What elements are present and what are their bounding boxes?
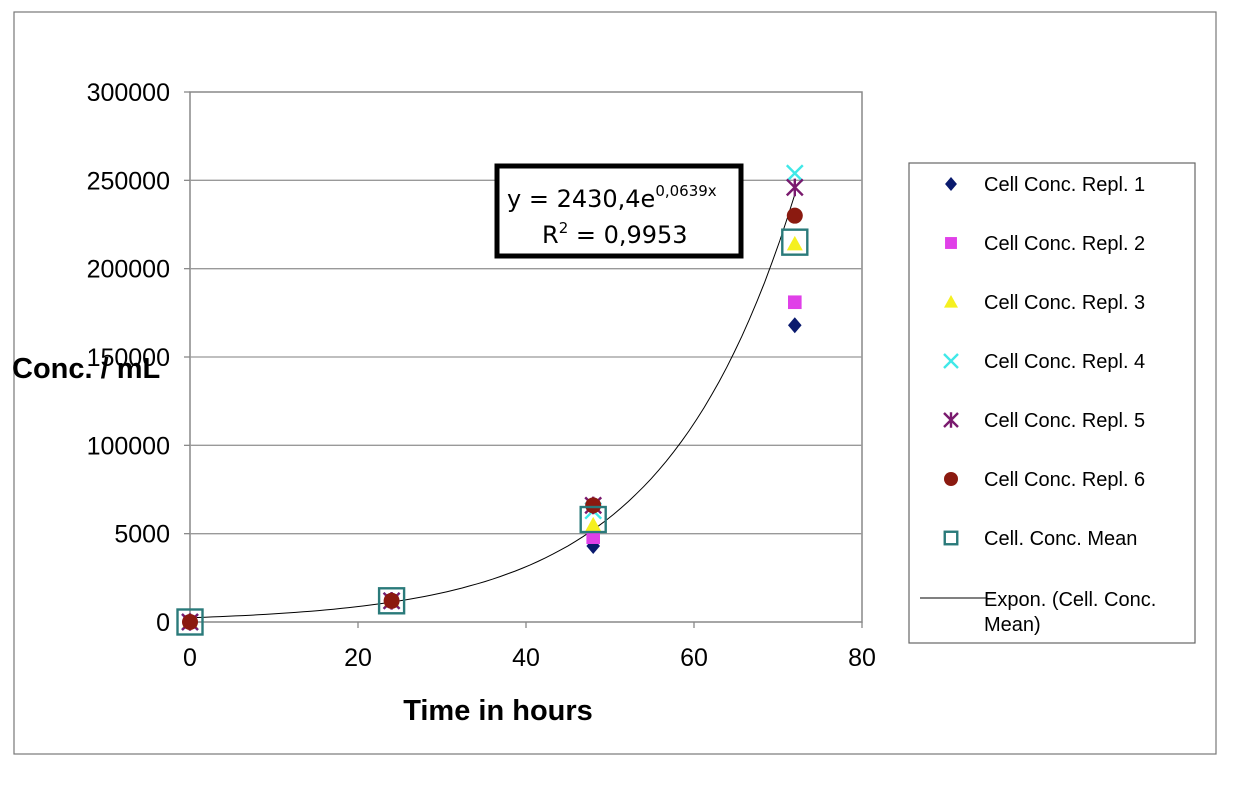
triangle-marker <box>786 235 803 251</box>
x-marker <box>943 353 959 369</box>
x-tick-label: 20 <box>344 644 372 672</box>
data-point-series-5 <box>785 178 804 197</box>
star-marker <box>785 178 804 197</box>
y-axis-ticks: 0 5000 100000 150000 200000 250000 300000 <box>87 79 190 637</box>
circle-marker <box>944 472 958 486</box>
legend-label-series-1: Cell Conc. Repl. 1 <box>984 174 1145 196</box>
data-points <box>176 164 809 636</box>
data-point-series-6 <box>585 497 602 514</box>
legend-label-series-4: Cell Conc. Repl. 4 <box>984 351 1145 373</box>
circle-marker <box>383 592 400 609</box>
data-point-series-6 <box>786 207 803 224</box>
y-tick-label: 150000 <box>87 344 170 372</box>
legend-label-series-5: Cell Conc. Repl. 5 <box>984 410 1145 432</box>
legend-marker-series-6 <box>944 472 958 486</box>
legend-marker-series-7 <box>943 530 959 546</box>
circle-marker <box>585 497 602 514</box>
equation-text: y = 2430,4e0,0639x <box>507 182 717 213</box>
open-square-marker <box>176 608 204 636</box>
data-point-series-7 <box>176 608 204 636</box>
r-squared-value: = 0,9953 <box>568 221 687 249</box>
open-square-marker <box>943 530 959 546</box>
legend-label-series-3: Cell Conc. Repl. 3 <box>984 292 1145 314</box>
data-point-series-3 <box>585 516 602 532</box>
x-axis-title: Time in hours <box>403 695 593 727</box>
equation-box: y = 2430,4e0,0639x R2 = 0,9953 <box>494 163 744 259</box>
data-point-series-7 <box>579 505 607 534</box>
legend-label-trendline-line1: Expon. (Cell. Conc. <box>984 589 1156 611</box>
y-tick-label: 300000 <box>87 79 170 107</box>
diamond-marker <box>945 177 957 191</box>
legend-label-series-2: Cell Conc. Repl. 2 <box>984 233 1145 255</box>
y-tick-label: 200000 <box>87 256 170 284</box>
x-axis-ticks: 0 20 40 60 80 <box>183 622 876 672</box>
star-marker <box>943 412 959 428</box>
x-marker <box>785 164 804 183</box>
legend: Cell Conc. Repl. 1 Cell Conc. Repl. 2 Cell… <box>908 162 1196 644</box>
y-tick-label: 100000 <box>87 432 170 460</box>
legend-marker-series-3 <box>944 295 958 308</box>
r-squared-exponent: 2 <box>559 219 569 237</box>
data-point-series-7 <box>781 228 809 256</box>
trendline-curve <box>189 194 796 619</box>
open-square-marker <box>781 228 809 256</box>
diamond-marker <box>788 317 802 334</box>
data-point-series-4 <box>785 164 804 183</box>
data-point-series-6 <box>182 614 198 630</box>
triangle-marker <box>585 516 602 532</box>
legend-label-series-7: Cell. Conc. Mean <box>984 528 1137 550</box>
square-marker <box>945 237 957 249</box>
circle-marker <box>786 207 803 224</box>
y-tick-label: 0 <box>156 609 170 637</box>
equation-base: y = 2430,4e <box>507 185 655 213</box>
x-tick-label: 0 <box>183 644 197 672</box>
square-marker <box>586 530 600 544</box>
data-point-series-7 <box>377 587 406 615</box>
legend-marker-series-4 <box>943 353 959 369</box>
data-point-series-6 <box>383 592 400 609</box>
legend-label-series-6: Cell Conc. Repl. 6 <box>984 469 1145 491</box>
legend-marker-series-1 <box>945 177 957 191</box>
x-tick-label: 60 <box>680 644 708 672</box>
y-tick-label: 5000 <box>114 521 170 549</box>
legend-label-trendline-line2: Mean) <box>984 614 1041 636</box>
y-tick-label: 250000 <box>87 167 170 195</box>
x-tick-label: 40 <box>512 644 540 672</box>
data-point-series-1 <box>788 317 802 334</box>
open-square-marker <box>579 505 607 534</box>
legend-marker-series-2 <box>945 237 957 249</box>
y-axis-title: Conc. / mL <box>12 353 160 385</box>
x-tick-label: 80 <box>848 644 876 672</box>
triangle-marker <box>944 295 958 308</box>
data-point-series-2 <box>788 295 802 310</box>
equation-exponent: 0,0639x <box>655 182 716 200</box>
legend-marker-series-5 <box>943 412 959 428</box>
circle-marker <box>182 614 198 630</box>
r-squared-base: R <box>542 221 559 249</box>
data-point-series-2 <box>586 530 600 544</box>
r-squared-text: R2 = 0,9953 <box>542 219 688 249</box>
data-point-series-3 <box>786 235 803 251</box>
open-square-marker <box>377 587 406 615</box>
square-marker <box>788 295 802 310</box>
